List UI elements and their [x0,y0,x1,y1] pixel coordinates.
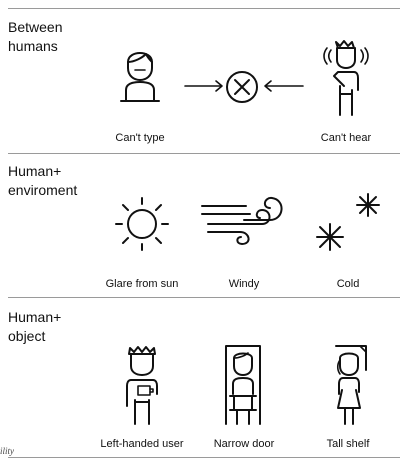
divider-object [8,297,400,298]
section-title-human-environment: Human+ enviroment [8,163,78,198]
section-title-between-humans: Between humans [8,19,63,54]
person-with-sound-waves-icon [323,40,369,116]
sun-icon [115,197,169,251]
caption-cant-hear: Can't hear [320,132,372,144]
divider-top [8,8,400,9]
section-title-human-object: Human+ object [8,309,62,344]
cropped-edge-text: ility [0,446,14,456]
snowflake-icon [316,193,380,251]
divider-bottom [8,457,400,458]
person-in-doorway-icon [225,345,261,425]
caption-narrow-door: Narrow door [213,438,275,450]
caption-cant-type: Can't type [115,132,165,144]
person-at-desk-icon [120,52,160,102]
caption-tall-shelf: Tall shelf [326,438,370,450]
left-handed-person-icon [126,346,158,425]
arrow-left-icon [264,80,304,92]
caption-windy: Windy [228,278,260,290]
caption-left-handed-user: Left-handed user [100,438,184,450]
caption-cold: Cold [336,278,360,290]
arrow-right-icon [184,80,223,92]
person-under-shelf-icon [335,345,367,425]
x-circle-icon [226,71,258,103]
wind-icon [201,196,283,245]
divider-environment [8,153,400,154]
caption-glare-from-sun: Glare from sun [105,278,179,290]
